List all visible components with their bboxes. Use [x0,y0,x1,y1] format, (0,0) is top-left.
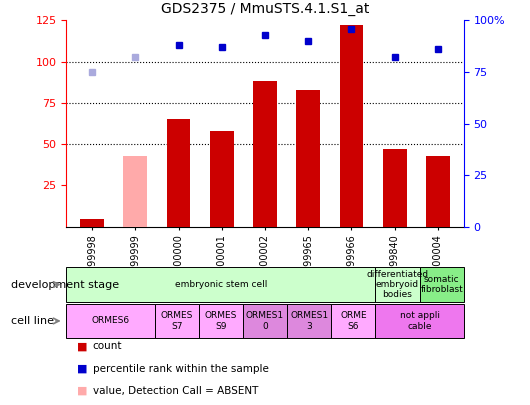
Title: GDS2375 / MmuSTS.4.1.S1_at: GDS2375 / MmuSTS.4.1.S1_at [161,2,369,17]
Text: ORMES
S9: ORMES S9 [205,311,237,330]
Bar [375,304,464,338]
Bar [426,156,450,227]
Bar [80,219,104,227]
Bar [243,304,287,338]
Bar [66,304,155,338]
Bar [123,156,147,227]
Text: cell line: cell line [11,316,54,326]
Text: differentiated
embryoid
bodies: differentiated embryoid bodies [366,270,429,299]
Text: ■: ■ [77,364,87,373]
Bar [210,131,234,227]
Text: ORMES
S7: ORMES S7 [161,311,193,330]
Text: ORME
S6: ORME S6 [340,311,367,330]
Bar [66,267,375,302]
Text: development stage: development stage [11,279,119,290]
Bar [199,304,243,338]
Bar [287,304,331,338]
Text: ■: ■ [77,386,87,396]
Bar [253,81,277,227]
Bar [167,119,190,227]
Bar [383,149,407,227]
Bar [375,267,420,302]
Text: ORMES1
0: ORMES1 0 [246,311,284,330]
Text: embryonic stem cell: embryonic stem cell [175,280,267,289]
Text: ■: ■ [77,341,87,351]
Bar [296,90,320,227]
Bar [420,267,464,302]
Bar [331,304,375,338]
Bar [155,304,199,338]
Text: not appli
cable: not appli cable [400,311,439,330]
Text: ORMES6: ORMES6 [91,316,129,326]
Text: somatic
fibroblast: somatic fibroblast [420,275,463,294]
Text: percentile rank within the sample: percentile rank within the sample [93,364,269,373]
Text: ORMES1
3: ORMES1 3 [290,311,328,330]
Text: value, Detection Call = ABSENT: value, Detection Call = ABSENT [93,386,258,396]
Text: count: count [93,341,122,351]
Bar [340,25,363,227]
